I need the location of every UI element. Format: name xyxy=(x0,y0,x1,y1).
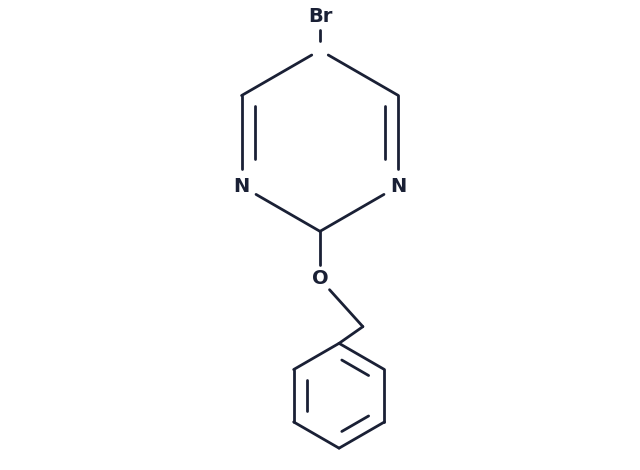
Text: N: N xyxy=(390,177,406,196)
Text: O: O xyxy=(312,269,328,289)
Text: Br: Br xyxy=(308,8,332,26)
Text: N: N xyxy=(234,177,250,196)
